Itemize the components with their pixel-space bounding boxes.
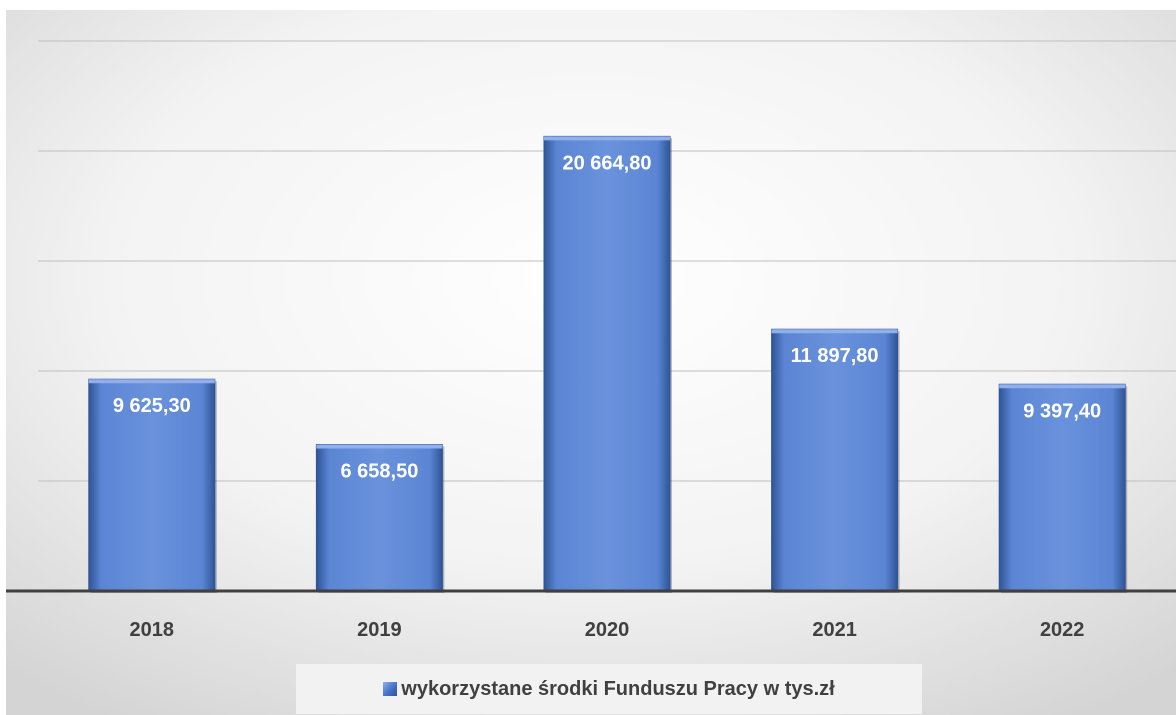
data-labels: 9 625,30 6 658,50 20 664,80 11 897,80 9 397,… bbox=[113, 152, 1101, 482]
data-label-2022: 9 397,40 bbox=[1023, 400, 1101, 422]
bar-2021 bbox=[771, 328, 899, 592]
x-tick-label-2020: 2020 bbox=[585, 619, 630, 641]
bar-highlight bbox=[316, 444, 443, 449]
data-label-2018: 9 625,30 bbox=[113, 395, 191, 417]
bar-highlight bbox=[88, 379, 215, 384]
bars bbox=[88, 135, 1128, 594]
bar-highlight bbox=[999, 384, 1126, 389]
x-tick-label-2021: 2021 bbox=[812, 619, 857, 641]
bar-highlight bbox=[771, 329, 898, 334]
bar-2020 bbox=[543, 135, 671, 592]
x-axis: 2018 2019 2020 2021 2022 bbox=[6, 589, 1176, 641]
bar-2022 bbox=[998, 383, 1126, 592]
bar-series-swatch-icon bbox=[383, 682, 398, 696]
x-tick-label-2022: 2022 bbox=[1040, 619, 1085, 641]
bar-2018 bbox=[88, 378, 216, 592]
data-label-2019: 6 658,50 bbox=[340, 461, 418, 483]
x-tick-label-2019: 2019 bbox=[357, 619, 402, 641]
bar-highlight bbox=[544, 136, 670, 141]
x-tick-label-2018: 2018 bbox=[130, 619, 175, 641]
legend: wykorzystane środki Funduszu Pracy w tys… bbox=[296, 664, 922, 714]
data-label-2021: 11 897,80 bbox=[791, 345, 879, 367]
data-label-2020: 20 664,80 bbox=[563, 152, 652, 174]
legend-label: wykorzystane środki Funduszu Pracy w tys… bbox=[401, 677, 835, 700]
